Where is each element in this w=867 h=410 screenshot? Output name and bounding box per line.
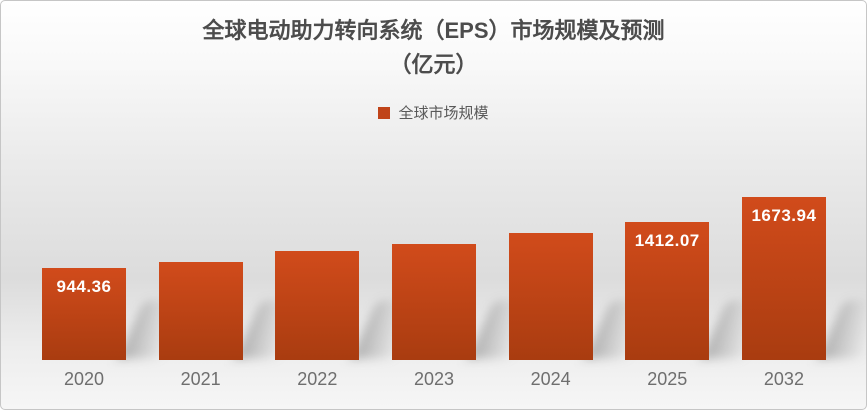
chart-title-line1: 全球电动助力转向系统（EPS）市场规模及预测 — [202, 18, 665, 43]
bar-column-2020: 944.36 2020 — [42, 185, 194, 389]
chart-title: 全球电动助力转向系统（EPS）市场规模及预测 （亿元） — [1, 1, 866, 82]
legend-series-label: 全球市场规模 — [398, 105, 489, 122]
bar-data-label: 944.36 — [56, 277, 112, 296]
legend: 全球市场规模 — [1, 102, 866, 123]
x-axis-label: 2025 — [647, 369, 688, 389]
x-axis-label: 2024 — [530, 369, 571, 389]
x-axis-label: 2032 — [763, 369, 804, 389]
bar-2023 — [391, 244, 476, 360]
x-axis-label: 2021 — [180, 369, 221, 389]
bar-column-2025: 1412.07 2025 — [625, 185, 778, 389]
bar-data-label: 1412.07 — [634, 231, 700, 250]
bar-column-2032: 1673.94 2032 — [741, 185, 866, 389]
bar-column-2024: 2024 — [508, 185, 661, 389]
bar-plot-area: 944.36 2020 2021 2022 2023 2024 1412.07 2025 167… — [42, 185, 866, 389]
chart-title-line2: （亿元） — [389, 52, 478, 77]
bar-2032: 1673.94 — [741, 197, 826, 360]
bar-2025: 1412.07 — [625, 222, 710, 360]
bar-column-2023: 2023 — [391, 185, 544, 389]
bar-2024 — [508, 233, 593, 360]
x-axis-label: 2020 — [63, 369, 105, 389]
bar-column-2022: 2022 — [275, 185, 428, 389]
bar-2020: 944.36 — [42, 268, 126, 360]
x-axis-label: 2022 — [297, 369, 338, 389]
legend-marker-icon — [378, 106, 391, 119]
bar-data-label: 1673.94 — [751, 206, 817, 225]
bar-2022 — [275, 251, 360, 360]
x-axis-label: 2023 — [413, 369, 454, 389]
bar-column-2021: 2021 — [158, 185, 311, 389]
bar-2021 — [158, 262, 243, 360]
